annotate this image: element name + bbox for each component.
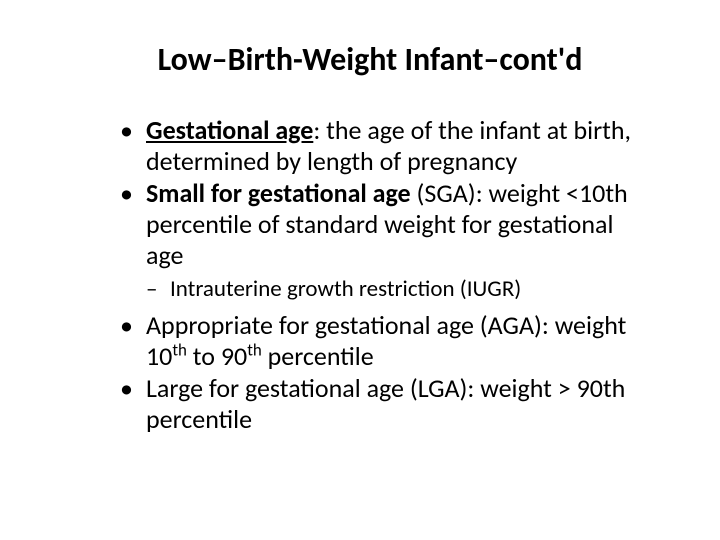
term-gestational-age: Gestational age	[146, 114, 313, 146]
text-iugr: Intrauterine growth restriction (IUGR)	[170, 275, 521, 303]
def-lga-end: percentile	[146, 403, 252, 435]
def-aga-end: percentile	[262, 340, 374, 372]
bullet-list: Gestational age: the age of the infant a…	[50, 115, 670, 435]
def-sga-th: th	[605, 177, 627, 209]
def-aga-mid: to 90	[187, 340, 247, 372]
def-aga-th1: th	[172, 339, 187, 360]
def-lga-th: th	[603, 372, 625, 404]
def-lga-pre: Large for gestational age (LGA): weight …	[146, 372, 603, 404]
term-sga: Small for gestational age	[146, 177, 411, 209]
bullet-aga: Appropriate for gestational age (AGA): w…	[120, 310, 640, 371]
def-sga-part2: percentile of standard weight for gestat…	[146, 208, 613, 271]
def-aga-th2: th	[247, 339, 262, 360]
slide-title: Low–Birth-Weight Infant–cont'd	[50, 40, 670, 79]
bullet-gestational-age: Gestational age: the age of the infant a…	[120, 115, 640, 176]
def-sga-part1: (SGA): weight <10	[411, 177, 606, 209]
sub-bullet-iugr: Intrauterine growth restriction (IUGR)	[120, 276, 640, 304]
bullet-sga: Small for gestational age (SGA): weight …	[120, 178, 640, 270]
bullet-lga: Large for gestational age (LGA): weight …	[120, 373, 640, 434]
